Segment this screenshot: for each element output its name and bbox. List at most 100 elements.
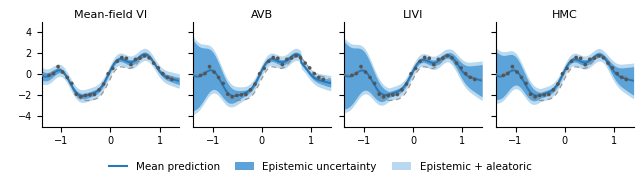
Point	[456, 66, 467, 69]
Point	[388, 93, 398, 96]
Point	[90, 93, 100, 96]
Point	[397, 88, 407, 91]
Point	[594, 54, 604, 57]
Point	[144, 56, 154, 59]
Point	[85, 93, 95, 96]
Point	[277, 63, 287, 66]
Point	[566, 60, 577, 63]
Point	[148, 62, 159, 65]
Point	[424, 57, 435, 60]
Point	[557, 72, 568, 75]
Point	[392, 93, 403, 96]
Point	[530, 95, 540, 98]
Point	[512, 71, 522, 73]
Point	[607, 66, 618, 69]
Point	[365, 76, 375, 79]
Point	[621, 78, 631, 81]
Point	[470, 78, 480, 81]
Point	[259, 67, 269, 70]
Point	[347, 74, 357, 77]
Point	[227, 95, 237, 98]
Point	[236, 93, 246, 96]
Point	[415, 60, 425, 63]
Point	[442, 54, 452, 57]
Point	[451, 62, 461, 65]
Point	[612, 72, 622, 75]
Point	[140, 54, 150, 57]
Point	[200, 72, 210, 75]
Point	[162, 76, 172, 79]
Point	[76, 95, 86, 98]
Point	[309, 72, 319, 75]
Point	[121, 57, 131, 60]
Point	[112, 60, 122, 63]
Point	[71, 93, 81, 96]
Point	[245, 88, 255, 91]
Point	[157, 72, 168, 75]
Point	[273, 57, 283, 60]
Title: LIVI: LIVI	[403, 10, 424, 20]
Point	[410, 67, 420, 70]
Point	[516, 76, 527, 79]
Point	[429, 63, 439, 66]
Point	[126, 63, 136, 66]
Point	[598, 56, 609, 59]
Point	[282, 58, 292, 61]
Point	[286, 57, 296, 60]
Point	[553, 83, 563, 86]
Title: Mean-field VI: Mean-field VI	[74, 10, 147, 20]
Point	[103, 72, 113, 75]
Point	[356, 65, 366, 68]
Point	[264, 60, 274, 63]
Point	[305, 66, 315, 69]
Point	[374, 93, 384, 96]
Point	[250, 83, 260, 86]
Point	[204, 65, 214, 68]
Point	[420, 56, 430, 59]
Point	[116, 56, 127, 59]
Point	[108, 67, 118, 70]
Point	[571, 56, 581, 59]
Point	[360, 71, 371, 73]
Point	[616, 76, 627, 79]
Point	[589, 57, 600, 60]
Point	[503, 72, 513, 75]
Point	[585, 58, 595, 61]
Point	[67, 82, 77, 85]
Point	[461, 72, 471, 75]
Point	[241, 93, 251, 96]
Point	[232, 94, 242, 97]
Point	[296, 56, 306, 59]
Point	[575, 57, 586, 60]
Point	[580, 63, 590, 66]
Point	[401, 83, 412, 86]
Point	[539, 93, 549, 96]
Point	[548, 88, 559, 91]
Point	[99, 83, 109, 86]
Point	[351, 72, 362, 75]
Point	[521, 82, 531, 85]
Point	[131, 58, 141, 61]
Point	[379, 95, 389, 98]
Point	[300, 62, 310, 65]
Point	[525, 93, 536, 96]
Point	[80, 94, 90, 97]
Point	[214, 76, 224, 79]
Point	[369, 82, 380, 85]
Point	[447, 56, 457, 59]
Title: HMC: HMC	[552, 10, 578, 20]
Point	[49, 72, 59, 75]
Point	[135, 57, 145, 60]
Point	[603, 62, 613, 65]
Point	[218, 82, 228, 85]
Point	[534, 94, 545, 97]
Point	[153, 66, 163, 69]
Point	[383, 94, 394, 97]
Point	[167, 78, 177, 81]
Legend: Mean prediction, Epistemic uncertainty, Epistemic + aleatoric: Mean prediction, Epistemic uncertainty, …	[104, 157, 536, 176]
Point	[406, 72, 416, 75]
Point	[291, 54, 301, 57]
Point	[195, 74, 205, 77]
Point	[44, 74, 54, 77]
Point	[438, 57, 448, 60]
